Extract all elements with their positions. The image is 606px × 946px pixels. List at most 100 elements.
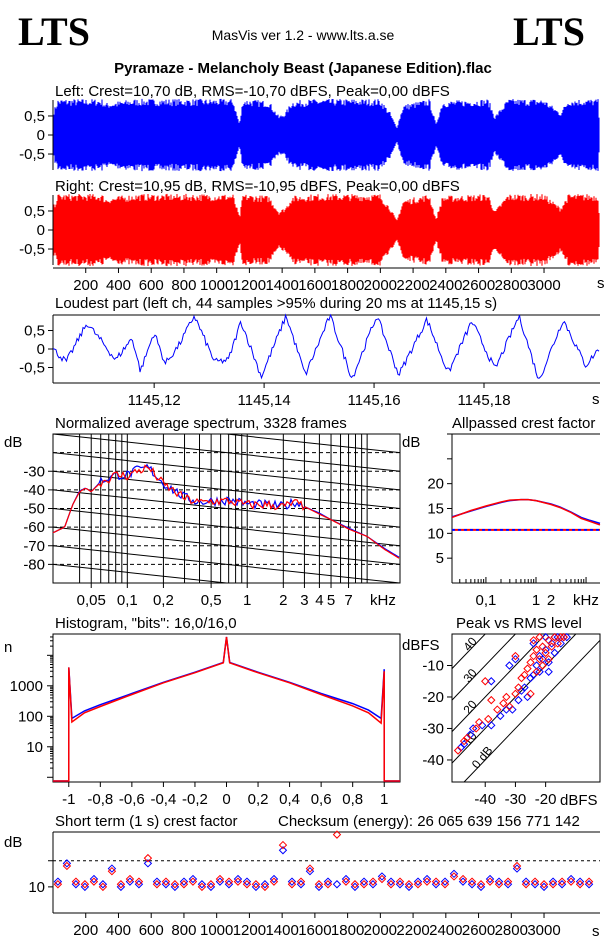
short-term-left-point xyxy=(494,877,504,886)
peak-rms-right-point xyxy=(544,636,553,645)
peak-rms-left-point xyxy=(487,721,496,730)
spectrum-slope-line xyxy=(53,434,400,472)
short-term-right-point xyxy=(170,880,180,889)
peak-rms-right-point xyxy=(526,689,535,699)
peak-rms-y-tick-label: -10 xyxy=(422,657,444,674)
waveform-x-tick-label: 1400 xyxy=(265,277,298,294)
short-term-right-point xyxy=(341,877,351,886)
short-term-left-point xyxy=(476,882,486,892)
allpassed-y-tick-label: 10 xyxy=(427,525,444,542)
short-term-right-point xyxy=(422,877,432,886)
spectrum-x-tick-label: 1 xyxy=(243,592,251,609)
spectrum-y-tick-label: -80 xyxy=(23,556,45,573)
waveform-x-tick-label: 2800 xyxy=(495,277,528,294)
peak-rms-right-point xyxy=(538,661,547,670)
spectrum-y-tick-label: -60 xyxy=(23,519,45,536)
peak-rms-left-point xyxy=(514,695,523,705)
short-term-right-point xyxy=(323,880,333,889)
short-term-right-point xyxy=(584,877,594,886)
short-term-left-point xyxy=(242,877,252,886)
peak-rms-right-point xyxy=(541,648,550,658)
short-term-left-point xyxy=(404,882,414,892)
short-term-left-point xyxy=(143,859,153,868)
spectrum-x-tick-label: 2 xyxy=(279,592,287,609)
short-term-left-point xyxy=(287,877,297,886)
peak-rms-right-point xyxy=(502,692,511,702)
allpassed-title: Allpassed crest factor xyxy=(452,415,595,432)
short-term-right-point xyxy=(368,877,378,886)
short-term-x-tick-label: 1200 xyxy=(233,922,266,939)
allpassed-y-tick-label: 5 xyxy=(436,550,444,567)
peak-rms-left-point xyxy=(496,711,505,721)
short-term-left-point xyxy=(422,874,432,884)
spectrum-slope-line xyxy=(53,526,400,565)
loudest-y-tick-label: -0,5 xyxy=(19,359,45,376)
histogram-title: Histogram, "bits": 16,0/16,0 xyxy=(55,615,237,632)
histogram-frame xyxy=(52,633,401,783)
peak-rms-right-point xyxy=(453,746,463,755)
peak-rms-right-point xyxy=(459,736,469,746)
peak-rms-crest-label: 0 dB xyxy=(469,743,496,771)
short-term-x-tick-label: 1600 xyxy=(298,922,331,939)
short-term-x-unit: s xyxy=(592,923,600,940)
waveform-x-tick-label: 1800 xyxy=(331,277,364,294)
waveform-x-tick-label: 600 xyxy=(139,277,164,294)
short-term-right-point xyxy=(134,877,144,886)
spectrum-slope-line xyxy=(53,508,400,547)
peak-rms-right-point xyxy=(556,632,565,642)
peak-rms-right-point xyxy=(514,683,523,692)
peak-rms-right-point xyxy=(538,642,547,651)
short-term-right-point xyxy=(476,880,486,889)
short-term-right-point xyxy=(431,877,441,886)
waveform-x-tick-label: 1600 xyxy=(298,277,331,294)
peak-rms-left-point xyxy=(529,639,538,648)
peak-rms-x-unit: dBFS xyxy=(560,792,598,809)
peak-rms-left-point xyxy=(502,705,511,714)
short-term-x-tick-label: 400 xyxy=(106,922,131,939)
short-term-right-point xyxy=(485,877,495,886)
short-term-left-point xyxy=(179,877,189,886)
short-term-right-point xyxy=(242,880,252,889)
short-term-left-point xyxy=(296,880,306,889)
loudest-part-title: Loudest part (left ch, 44 samples >95% d… xyxy=(55,295,497,312)
peak-rms-right-point xyxy=(499,699,508,708)
short-term-x-tick-label: 2200 xyxy=(396,922,429,939)
peak-rms-left-point xyxy=(529,670,538,680)
short-term-left-point xyxy=(134,880,144,889)
short-term-right-point xyxy=(314,880,324,889)
peak-rms-left-point xyxy=(520,683,529,692)
short-term-right-point xyxy=(449,872,459,881)
waveform-x-tick-label: 2200 xyxy=(396,277,429,294)
peak-rms-crest-line xyxy=(463,639,600,782)
waveform-x-tick-label: 400 xyxy=(106,277,131,294)
loudest-x-tick-label: 1145,12 xyxy=(128,392,181,409)
short-term-left-point xyxy=(305,866,315,876)
short-term-right-point xyxy=(287,880,297,889)
peak-rms-right-point xyxy=(517,673,526,683)
peak-rms-right-point xyxy=(535,632,544,642)
histogram-y-tick-label: 1000 xyxy=(10,678,43,695)
waveform-x-tick-label: 800 xyxy=(171,277,196,294)
peak-rms-left-point xyxy=(468,724,478,733)
allpassed-x-tick-label: 1 xyxy=(532,592,540,609)
short-term-right-point xyxy=(296,877,306,886)
peak-rms-left-point xyxy=(562,632,571,642)
right-waveform-tick-label: 0,5 xyxy=(24,203,45,220)
short-term-left-point xyxy=(395,880,405,889)
waveform-x-unit: s xyxy=(597,275,605,292)
peak-rms-right-point xyxy=(532,645,541,654)
short-term-right-point xyxy=(125,874,135,884)
peak-rms-y-tick-label: -40 xyxy=(422,752,444,769)
short-term-left-point xyxy=(314,882,324,892)
peak-rms-left-point xyxy=(477,721,487,730)
peak-rms-y-label: dBFS xyxy=(402,637,440,654)
short-term-x-tick-label: 1000 xyxy=(200,922,233,939)
spectrum-slope-line xyxy=(53,489,400,528)
peak-rms-left-point xyxy=(526,673,535,683)
short-term-right-point xyxy=(206,880,216,889)
short-term-left-point xyxy=(107,864,117,873)
short-term-x-tick-label: 200 xyxy=(73,922,98,939)
peak-rms-right-point xyxy=(481,677,490,686)
short-term-x-tick-label: 800 xyxy=(171,922,196,939)
short-term-left-point xyxy=(269,874,279,884)
